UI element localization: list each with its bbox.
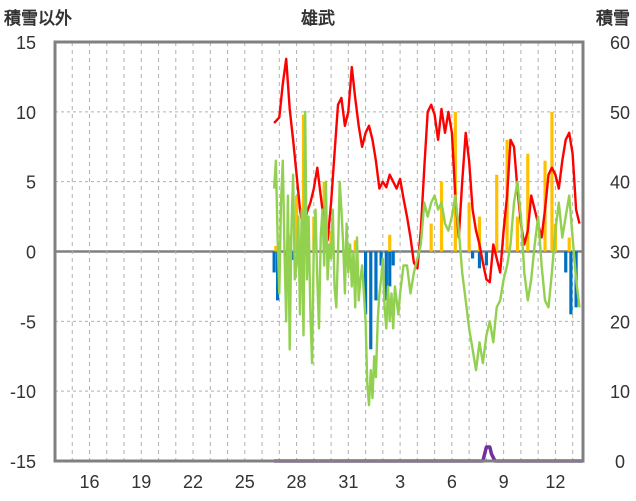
y-right-tick-label: 10 — [610, 382, 630, 402]
y-right-tick-label: 40 — [610, 173, 630, 193]
data-bar — [550, 111, 554, 252]
x-tick-label: 16 — [79, 472, 99, 492]
data-bar — [567, 237, 571, 252]
data-bar — [470, 251, 475, 259]
data-bar — [363, 251, 368, 315]
x-tick-label: 3 — [395, 472, 405, 492]
y-right-tick-label: 60 — [610, 33, 630, 53]
labels-layer: 積雪以外 雄武 積雪 151050-5-10-15605040302010016… — [4, 8, 630, 492]
x-tick-label: 28 — [287, 472, 307, 492]
data-bar — [379, 251, 383, 266]
left-axis-title: 積雪以外 — [4, 8, 72, 28]
data-bar — [291, 251, 295, 260]
y-left-tick-label: -15 — [10, 452, 36, 472]
data-bar — [564, 251, 568, 273]
data-bar — [467, 202, 471, 252]
chart-title: 雄武 — [300, 8, 335, 28]
data-bar — [439, 181, 444, 252]
data-bar — [353, 240, 357, 252]
data-bar — [288, 234, 292, 252]
frame-layer — [53, 40, 585, 463]
data-bar — [569, 251, 573, 315]
data-bar — [369, 251, 373, 350]
y-left-tick-label: 5 — [26, 173, 36, 193]
data-bar — [477, 216, 482, 252]
series-line — [274, 445, 583, 463]
grid-layer — [55, 41, 583, 462]
x-tick-label: 12 — [545, 472, 565, 492]
data-bar — [294, 195, 299, 252]
data-bar — [391, 251, 395, 266]
data-bar — [515, 216, 520, 252]
data-bar — [274, 245, 278, 252]
data-bar — [272, 251, 276, 273]
x-tick-label: 25 — [235, 472, 255, 492]
y-left-tick-label: 10 — [16, 103, 36, 123]
data-bar — [477, 251, 482, 269]
y-right-tick-label: 0 — [615, 452, 625, 472]
data-bar — [388, 234, 392, 252]
plot-frame — [53, 40, 585, 463]
right-axis-title: 積雪 — [596, 8, 630, 28]
x-tick-label: 6 — [447, 472, 457, 492]
data-bar — [374, 251, 378, 301]
y-left-tick-label: 15 — [16, 33, 36, 53]
y-right-tick-label: 20 — [610, 312, 630, 332]
series-line — [272, 110, 581, 407]
x-tick-label: 22 — [183, 472, 203, 492]
data-bar — [495, 174, 499, 252]
x-tick-label: 19 — [131, 472, 151, 492]
y-right-tick-label: 50 — [610, 103, 630, 123]
y-left-tick-label: -5 — [20, 312, 36, 332]
y-left-tick-label: -10 — [10, 382, 36, 402]
data-bar — [384, 251, 388, 301]
data-bar — [388, 251, 392, 287]
data-bar — [429, 223, 433, 252]
data-bar — [526, 153, 530, 252]
x-tick-label: 31 — [338, 472, 358, 492]
data-bar — [484, 251, 488, 266]
y-right-tick-label: 30 — [610, 243, 630, 263]
y-left-tick-label: 0 — [26, 243, 36, 263]
lines-layer — [272, 57, 583, 463]
x-tick-label: 9 — [499, 472, 509, 492]
